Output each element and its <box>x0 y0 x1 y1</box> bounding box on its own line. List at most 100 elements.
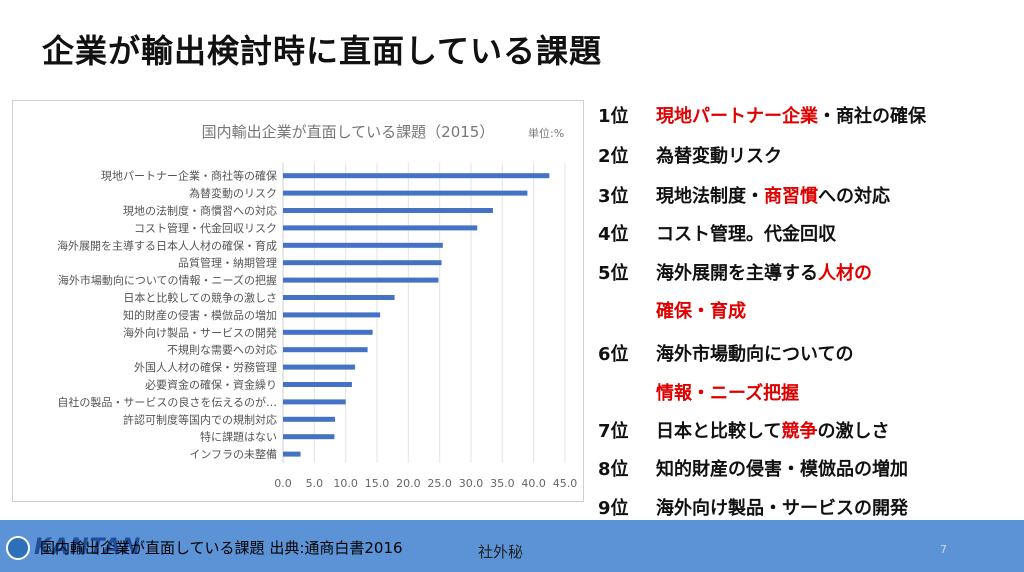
rank-text: 情報・ニーズ把握 <box>656 379 799 405</box>
rank-row: 4位 コスト管理。代金回収 <box>598 220 836 246</box>
rank-row: 情報・ニーズ把握 <box>598 379 799 405</box>
category-label: 現地の法制度・商慣習への対応 <box>123 204 277 218</box>
rank-number <box>598 297 656 323</box>
page-number: 7 <box>940 543 947 556</box>
rank-text: 知的財産の侵害・模倣品の増加 <box>656 455 908 481</box>
rank-row: 5位 海外展開を主導する人材の <box>598 259 872 285</box>
x-tick-label: 40.0 <box>521 477 546 490</box>
plain-text: 海外向け製品・サービスの開発 <box>656 498 908 519</box>
rank-text: コスト管理。代金回収 <box>656 220 836 246</box>
category-label: 品質管理・納期管理 <box>178 256 277 270</box>
plain-text: の激しさ <box>817 421 890 442</box>
source-caption: 国内輸出企業が直面している課題 出典:通商白書2016 <box>40 539 403 557</box>
bar <box>283 260 442 266</box>
rank-number: 3位 <box>598 186 629 207</box>
bar <box>283 451 301 457</box>
rank-number: 5位 <box>598 263 629 284</box>
category-labels: 現地パートナー企業・商社等の確保為替変動のリスク現地の法制度・商慣習への対応コス… <box>57 169 277 461</box>
logo-globe-icon <box>6 535 30 560</box>
plain-text: ・商社の確保 <box>818 106 926 127</box>
x-tick-label: 15.0 <box>365 477 390 490</box>
bar <box>283 295 395 300</box>
category-label: 自社の製品・サービスの良さを伝えるのが… <box>57 395 277 409</box>
rank-number: 2位 <box>598 146 629 167</box>
rank-number <box>598 379 656 405</box>
x-tick-labels: 0.0 5.0 10.0 15.0 20.0 25.0 30.0 35.0 40.0 45.0 <box>274 477 577 490</box>
rank-number: 9位 <box>598 498 629 519</box>
category-label: 為替変動のリスク <box>189 186 277 200</box>
slide-title: 企業が輸出検討時に直面している課題 <box>42 32 603 70</box>
rank-number: 8位 <box>598 459 629 480</box>
bar <box>283 347 368 353</box>
rank-row: 確保・育成 <box>598 297 746 323</box>
highlight-text: 競争 <box>781 421 818 442</box>
highlight-text: 人材の <box>818 263 872 284</box>
bar-chart: 国内輸出企業が直面している課題（2015） 単位:% 現地パートナー企業・商社等… <box>57 123 577 490</box>
chart-unit-label: 単位:% <box>528 126 564 140</box>
x-tick-label: 5.0 <box>306 477 324 490</box>
rank-row: 6位 海外市場動向についての <box>598 340 853 366</box>
company-logo: KANTAN <box>6 535 141 560</box>
category-label: 特に課題はない <box>200 430 277 444</box>
plain-text: 現地法制度・ <box>656 186 764 207</box>
bar <box>283 242 443 248</box>
plain-text: 知的財産の侵害・模倣品の増加 <box>656 459 908 480</box>
bar <box>283 329 373 335</box>
confidential-label: 社外秘 <box>478 543 524 561</box>
plain-text: への対応 <box>818 186 890 207</box>
category-label: 日本と比較しての競争の激しさ <box>123 291 277 305</box>
plain-text: 海外市場動向についての <box>656 344 854 365</box>
rank-text: 海外向け製品・サービスの開発 <box>656 494 908 520</box>
plain-text: 海外展開を主導する <box>656 263 818 284</box>
bar <box>283 399 346 405</box>
rank-row: 3位 現地法制度・商習慣への対応 <box>598 182 890 208</box>
footer-band <box>0 520 1024 572</box>
rank-text: 確保・育成 <box>656 297 746 323</box>
rank-number: 1位 <box>598 106 629 127</box>
rank-row: 2位 為替変動リスク <box>598 142 782 168</box>
rank-row: 1位 現地パートナー企業・商社の確保 <box>598 102 926 128</box>
bar <box>283 364 356 370</box>
bars <box>283 173 550 457</box>
x-tick-label: 45.0 <box>553 477 578 490</box>
category-label: 必要資金の確保・資金繰り <box>145 378 277 392</box>
rank-text: 海外市場動向についての <box>656 340 853 366</box>
bar <box>283 382 352 387</box>
x-tick-label: 10.0 <box>333 477 358 490</box>
x-tick-label: 35.0 <box>490 477 515 490</box>
category-label: 海外市場動向についての情報・ニーズの把握 <box>58 273 277 287</box>
bar <box>283 173 550 179</box>
bar <box>283 312 381 318</box>
rank-row: 9位 海外向け製品・サービスの開発 <box>598 494 908 520</box>
rank-text: 海外展開を主導する人材の <box>656 259 872 285</box>
plain-text: コスト管理。代金回収 <box>656 224 836 245</box>
chart-frame: 国内輸出企業が直面している課題（2015） 単位:% 現地パートナー企業・商社等… <box>12 100 584 502</box>
highlight-text: 現地パートナー企業 <box>656 106 818 127</box>
category-label: インフラの未整備 <box>189 447 277 461</box>
highlight-text: 商習慣 <box>764 186 818 207</box>
rank-number: 7位 <box>598 421 629 442</box>
rank-text: 現地パートナー企業・商社の確保 <box>656 102 926 128</box>
x-tick-label: 0.0 <box>274 477 292 490</box>
rank-number: 6位 <box>598 344 629 365</box>
rank-text: 為替変動リスク <box>656 142 782 168</box>
rank-text: 日本と比較して競争の激しさ <box>656 417 889 443</box>
bar <box>283 416 336 422</box>
bar <box>283 190 528 196</box>
bar <box>283 277 439 283</box>
bar <box>283 434 335 440</box>
category-label: 海外向け製品・サービスの開発 <box>123 325 277 339</box>
rank-text: 現地法制度・商習慣への対応 <box>656 182 890 208</box>
category-label: 海外展開を主導する日本人人材の確保・育成 <box>57 238 277 252</box>
chart-title: 国内輸出企業が直面している課題（2015） <box>202 123 495 141</box>
category-label: 外国人人材の確保・労務管理 <box>134 360 277 374</box>
highlight-text: 情報・ニーズ把握 <box>656 383 800 404</box>
category-label: 知的財産の侵害・模倣品の増加 <box>123 308 277 322</box>
bar <box>283 208 493 213</box>
x-tick-label: 25.0 <box>427 477 452 490</box>
x-tick-label: 20.0 <box>396 477 421 490</box>
logo-text: KANTAN <box>34 535 142 560</box>
rank-row: 7位 日本と比較して競争の激しさ <box>598 417 889 443</box>
rank-number: 4位 <box>598 224 629 245</box>
category-label: 現地パートナー企業・商社等の確保 <box>101 169 277 183</box>
